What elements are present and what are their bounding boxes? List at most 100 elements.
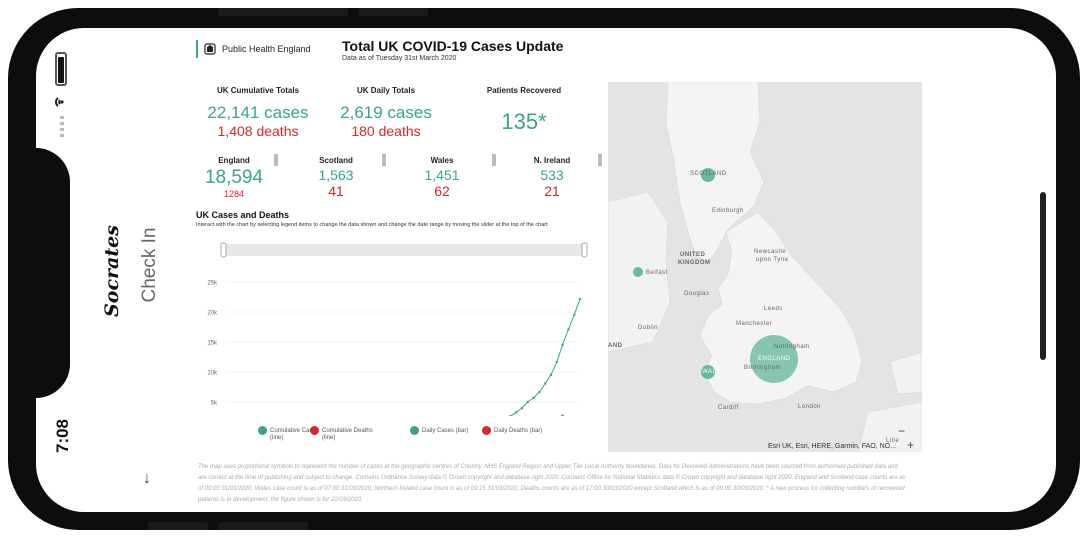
legend-label: Cumulative Deaths [322, 428, 373, 435]
uk-map[interactable]: SCOTLAND Edinburgh UNITED KINGDOM Newcas… [608, 82, 922, 452]
chart-point [567, 328, 570, 331]
separator [492, 154, 496, 166]
map-label: Manchester [736, 321, 773, 327]
zoom-out-button[interactable]: − [898, 424, 906, 438]
chart-point [509, 415, 512, 416]
slider-handle-left[interactable] [220, 242, 227, 258]
kpi-daily-deaths: 180 deaths [351, 123, 421, 139]
map-label: Douglas [684, 291, 710, 297]
slider-handle-right[interactable] [581, 242, 588, 258]
map-label: ENGLAND [758, 356, 791, 362]
chart-point [520, 406, 524, 410]
org-name: Public Health England [222, 44, 311, 54]
nation-wales: Wales 1,451 62 [402, 156, 482, 199]
kpi-cumulative-label: UK Cumulative Totals [216, 86, 300, 95]
map-label: Newcastle [754, 249, 787, 255]
legend-sublabel: (line) [270, 435, 284, 441]
chart-point [549, 373, 553, 377]
page-title: Total UK COVID-19 Cases Update [342, 38, 564, 54]
volume-button-bottom [218, 522, 308, 530]
legend-sublabel: (line) [322, 435, 336, 441]
nation-name: England [218, 156, 250, 165]
footnote: The map uses proportional symbols to rep… [198, 464, 906, 503]
side-button-top [358, 8, 428, 16]
battery-icon [55, 52, 67, 86]
chart-bar [561, 414, 565, 416]
legend-swatch [310, 426, 319, 435]
nation-name: Wales [430, 156, 454, 165]
map-marker-wales[interactable] [701, 365, 715, 379]
legend-label: Daily Deaths (bar) [494, 428, 543, 435]
nation-cases: 533 [540, 167, 564, 183]
display-notch [36, 148, 70, 398]
chart-legend: Cumulative Cases (line) Cumulative Deaths(… [192, 426, 608, 450]
kpi-daily: UK Daily Totals 2,619 cases 180 deaths [326, 86, 446, 139]
chart-point [532, 396, 535, 400]
chart-point [572, 313, 576, 317]
legend-item[interactable]: Daily Deaths (bar) [482, 426, 542, 435]
legend-swatch [410, 426, 419, 435]
legend-swatch [258, 426, 267, 435]
chart-point [555, 360, 558, 364]
header-accent [196, 40, 198, 58]
cases-deaths-chart[interactable]: 25k20k15k10k5k0 FebMar [192, 236, 602, 416]
date-range-slider[interactable] [222, 244, 586, 256]
royal-crest-icon [204, 43, 216, 55]
y-tick-label: 15k [207, 341, 218, 347]
zoom-in-button[interactable]: + [906, 438, 914, 452]
nation-scotland: Scotland 1,563 41 [296, 156, 376, 199]
legend-label: Daily Cases (bar) [422, 428, 469, 435]
nation-cases: 1,451 [424, 167, 460, 183]
nation-deaths: 21 [544, 183, 560, 199]
check-in-button[interactable]: Check In [139, 227, 160, 303]
kpi-daily-label: UK Daily Totals [356, 86, 416, 95]
kpi-cumulative-cases: 22,141 cases [207, 103, 309, 122]
legend-swatch [482, 426, 491, 435]
y-tick-label: 25k [207, 281, 218, 287]
chart-section-title: UK Cases and Deaths [196, 210, 290, 220]
chart-point [561, 343, 564, 346]
kpi-cumulative-deaths: 1,408 deaths [217, 123, 299, 139]
legend-label: Cumulative Cases [270, 428, 319, 435]
y-tick-label: 10k [207, 371, 218, 377]
y-tick-label: 5k [211, 401, 218, 407]
wifi-icon [55, 97, 64, 107]
map-marker-northern-ireland[interactable] [633, 267, 643, 277]
map-label: SCOTLAND [690, 171, 727, 177]
map-attribution: Esri UK, Esri, HERE, Garmin, FAO, NO... [768, 443, 896, 450]
y-tick-label: 20k [207, 311, 218, 317]
chart-point [538, 390, 541, 394]
map-label: Edinburgh [712, 208, 744, 214]
legend-item[interactable]: Cumulative Deaths (line) [310, 426, 373, 441]
legend-item[interactable]: Daily Cases (bar) [410, 426, 468, 435]
map-label: Cardiff [718, 405, 740, 411]
back-arrow-icon[interactable]: ↓ [143, 470, 151, 487]
nation-northern-ireland: N. Ireland 533 21 [512, 156, 592, 199]
chart-point [514, 411, 518, 414]
map-marker-england[interactable] [750, 335, 798, 383]
map-label: Lille [886, 438, 900, 444]
legend-item[interactable]: Cumulative Cases (line) [258, 426, 319, 441]
volume-button-top [218, 8, 348, 16]
map-label: KINGDOM [678, 260, 711, 266]
map-marker-scotland[interactable] [701, 168, 715, 182]
map-label: Leeds [764, 306, 783, 312]
kpi-recovered: Patients Recovered 135* [464, 86, 584, 135]
map-label: UNITED [680, 252, 706, 258]
kpi-recovered-value: 135* [501, 109, 547, 134]
kpi-cumulative: UK Cumulative Totals 22,141 cases 1,408 … [198, 86, 318, 139]
nation-name: N. Ireland [533, 156, 571, 165]
map-label: upon Tyne [756, 257, 789, 263]
chart-point [526, 400, 529, 404]
map-label: Dublin [638, 325, 659, 331]
page-subtitle: Data as of Tuesday 31st March 2020 [342, 55, 457, 62]
chart-point [543, 382, 547, 385]
home-indicator [1040, 192, 1046, 360]
status-time: 7:08 [53, 418, 72, 454]
map-label: AND [608, 343, 623, 349]
kpi-daily-cases: 2,619 cases [340, 103, 432, 122]
map-label: Belfast [646, 270, 668, 276]
chart-instructions: Interact with the chart by selecting leg… [196, 222, 548, 228]
nation-england: England 18,594 1284 [198, 156, 270, 199]
nation-deaths: 41 [328, 183, 344, 199]
